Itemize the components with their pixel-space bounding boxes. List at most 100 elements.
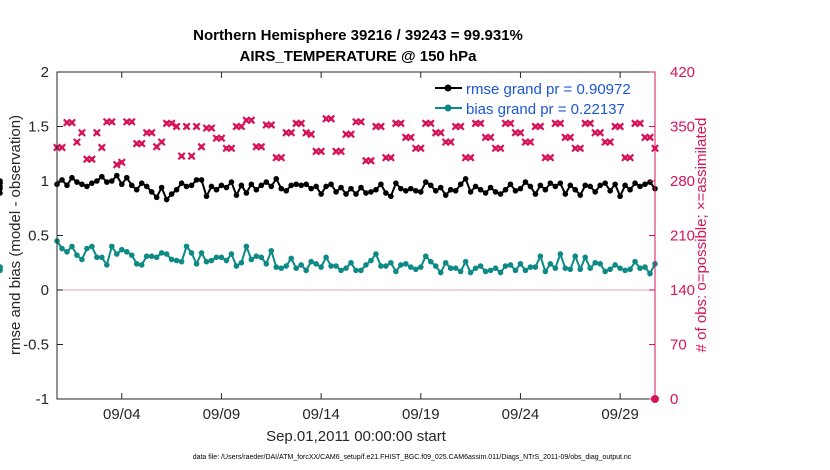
obs-marker <box>147 128 156 137</box>
bias-point <box>233 263 240 269</box>
chart-title: Northern Hemisphere 39216 / 39243 = 99.9… <box>193 27 523 44</box>
obs-marker <box>237 122 246 131</box>
chart-subtitle: AIRS_TEMPERATURE @ 150 hPa <box>240 48 478 65</box>
bias-point <box>94 254 100 261</box>
obs-marker <box>277 153 286 162</box>
rmse-point <box>542 186 549 193</box>
bias-point <box>203 258 210 265</box>
rmse-point <box>602 180 608 186</box>
bias-point <box>298 262 304 268</box>
bias-point <box>178 258 185 265</box>
rmse-point <box>452 188 459 194</box>
rmse-point <box>353 191 359 197</box>
y2-tick-label: 280 <box>670 173 695 190</box>
x-tick-label: 09/19 <box>402 406 440 423</box>
bias-point <box>368 257 374 264</box>
bias-point <box>308 258 314 265</box>
bias-point <box>577 266 584 273</box>
bias-point <box>637 265 643 272</box>
rmse-point <box>358 184 364 191</box>
obs-marker <box>456 122 465 131</box>
bias-point <box>393 268 399 275</box>
obs-marker <box>307 130 316 139</box>
bias-point <box>582 254 589 261</box>
rmse-point <box>497 191 504 197</box>
rmse-point <box>133 186 140 193</box>
rmse-point <box>647 179 653 185</box>
obs-marker <box>486 133 495 142</box>
rmse-point <box>562 191 569 197</box>
rmse-point <box>517 185 524 192</box>
x-tick-label: 09/24 <box>502 406 540 423</box>
legend-bias-label: bias grand pr = 0.22137 <box>466 101 625 118</box>
obs-marker <box>127 117 136 126</box>
obs-marker <box>556 119 565 128</box>
rmse-point <box>442 192 449 198</box>
rmse-point <box>348 185 354 192</box>
bias-point <box>373 251 379 257</box>
obs-marker <box>576 144 585 153</box>
rmse-point <box>527 183 534 190</box>
bias-point <box>218 254 225 261</box>
rmse-point <box>64 182 70 189</box>
rmse-point <box>263 179 270 185</box>
bias-point <box>612 262 618 268</box>
rmse-point <box>283 188 290 194</box>
obs-marker <box>406 133 415 142</box>
obs-marker <box>87 155 96 164</box>
rmse-point <box>597 182 603 189</box>
bias-point <box>562 265 569 272</box>
rmse-point <box>373 186 379 193</box>
obs-marker <box>496 144 505 153</box>
bias-point <box>452 265 459 272</box>
bias-point <box>89 243 95 250</box>
rmse-point <box>472 183 479 190</box>
bias-point <box>378 263 384 269</box>
rmse-point <box>258 182 265 189</box>
bias-point <box>104 262 110 268</box>
rmse-point <box>467 189 474 195</box>
bias-point <box>417 264 424 270</box>
bias-point <box>632 258 638 265</box>
bias-point <box>238 259 245 266</box>
rmse-point <box>557 180 564 186</box>
y-tick-label: -0.5 <box>23 337 49 354</box>
bias-point <box>114 251 120 257</box>
obs-marker <box>207 124 216 133</box>
y-axis-label: rmse and bias (model - observation) <box>7 115 24 355</box>
obs-marker <box>157 138 166 147</box>
rmse-point <box>617 193 623 200</box>
obs-marker <box>182 122 191 131</box>
bias-point <box>427 258 434 265</box>
legend: rmse grand pr = 0.90972 bias grand pr = … <box>435 81 631 118</box>
bias-point <box>388 259 394 266</box>
rmse-series <box>0 172 658 203</box>
bias-point <box>353 267 359 274</box>
rmse-point <box>104 179 110 185</box>
bias-point <box>517 261 524 267</box>
rmse-point <box>109 178 115 184</box>
bias-point <box>79 256 85 263</box>
rmse-point <box>408 185 414 192</box>
rmse-point <box>632 180 638 186</box>
obs-marker <box>616 122 625 131</box>
obs-marker <box>67 118 76 127</box>
rmse-point <box>123 174 130 181</box>
obs-marker <box>646 133 654 142</box>
rmse-point <box>89 180 95 186</box>
rmse-point <box>487 184 494 191</box>
rmse-point <box>413 188 419 194</box>
bias-point <box>403 261 409 267</box>
bias-point <box>447 265 454 272</box>
rmse-point <box>477 186 484 193</box>
rmse-point <box>308 185 314 192</box>
rmse-point <box>432 188 439 194</box>
obs-marker <box>112 160 121 169</box>
rmse-point <box>612 181 618 188</box>
obs-marker <box>92 128 101 137</box>
bias-point <box>552 265 559 272</box>
rmse-point <box>587 183 594 190</box>
obs-marker <box>72 138 81 147</box>
rmse-point <box>363 190 369 196</box>
